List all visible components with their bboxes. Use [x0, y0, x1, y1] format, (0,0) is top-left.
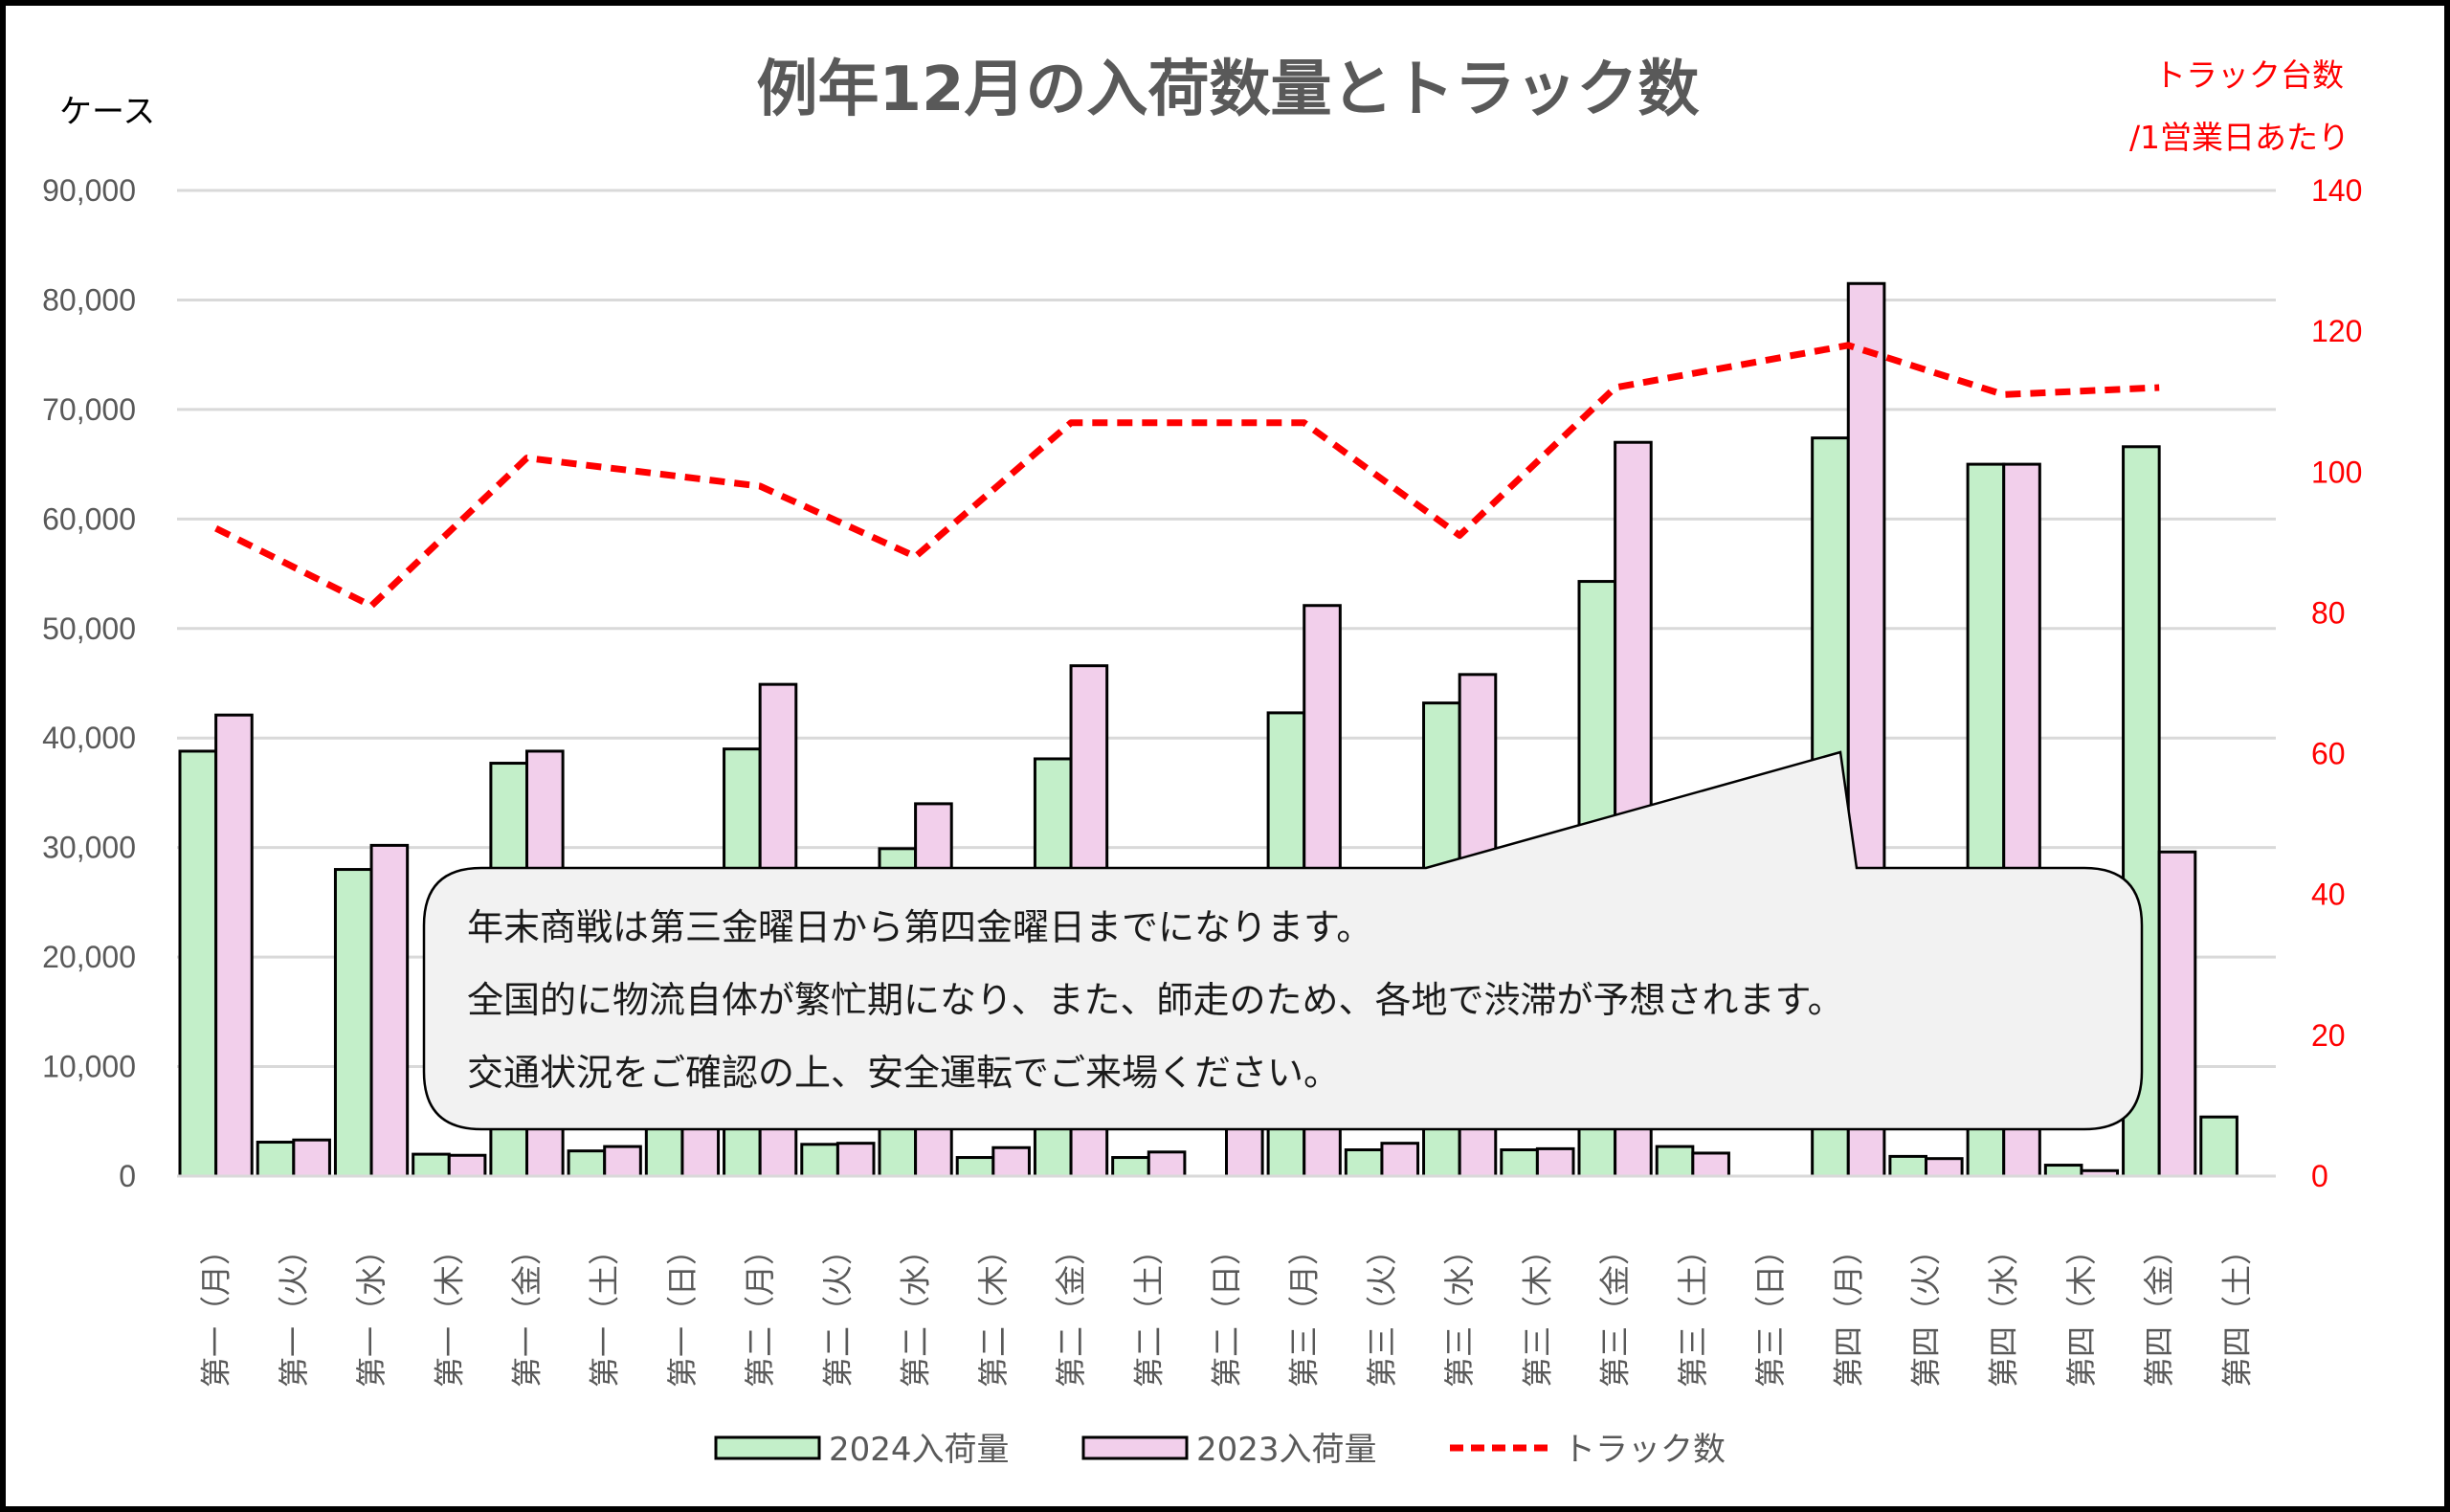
x-tick-label: 第四（火） [1908, 1234, 1945, 1388]
callout: 年末商戦は第三金曜日から第四金曜日までになります。 全国的に物流自体が繁忙期にな… [422, 750, 2144, 1131]
callout-line-3: 交通状況をご確認の上、安全運転でご来場ください。 [467, 1052, 1340, 1094]
x-tick-label: 第一（金） [509, 1234, 546, 1388]
y2-tick-label: 140 [2311, 173, 2362, 208]
x-tick-label: 第一（木） [431, 1234, 467, 1388]
bar-2023入荷量-5 [603, 1145, 642, 1178]
x-axis-labels: 第一（月） 第一（火） 第一（水） 第一（木） 第一（金） 第一（土） 第一（日） 第二（月）… [198, 1234, 2256, 1388]
bar-2024入荷量-19 [1655, 1145, 1695, 1178]
y2-tick-label: 0 [2311, 1159, 2328, 1193]
legend-swatch-2023 [1081, 1435, 1189, 1460]
bar-2024入荷量-22 [1888, 1154, 1928, 1178]
y-tick-label: 70,000 [42, 392, 136, 427]
callout-line-1: 年末商戦は第三金曜日から第四金曜日までになります。 [467, 906, 1372, 948]
legend-swatch-2024 [714, 1435, 821, 1460]
y-axis-title: ケース [59, 93, 155, 131]
x-tick-label: 第三（水） [1441, 1234, 1478, 1388]
x-tick-label: 第二（水） [898, 1234, 934, 1388]
x-tick-label: 第一（土） [587, 1234, 623, 1388]
x-tick-label: 第二（土） [1130, 1234, 1167, 1388]
y2-tick-label: 80 [2311, 595, 2346, 630]
x-tick-label: 第一（水） [353, 1234, 390, 1388]
y2-tick-label: 20 [2311, 1018, 2346, 1053]
y-tick-label: 30,000 [42, 831, 136, 865]
chart-title: 例年12月の入荷数量とトラック数 [756, 55, 1699, 125]
y-tick-label: 20,000 [42, 940, 136, 974]
bar-2023入荷量-1 [292, 1138, 331, 1178]
bar-2023入荷量-3 [447, 1153, 487, 1178]
bar-2024入荷量-3 [412, 1152, 451, 1178]
y-axis-ticks: 0 10,000 20,000 30,000 40,000 50,000 60,000 70,… [42, 173, 136, 1193]
bar-2023入荷量-8 [835, 1142, 876, 1178]
x-tick-label: 第三（金） [1597, 1234, 1634, 1388]
x-tick-label: 第四（土） [2218, 1234, 2255, 1388]
bar-2024入荷量-15 [1344, 1148, 1384, 1178]
legend: 2024入荷量 2023入荷量 トラック数 [714, 1431, 1726, 1469]
x-tick-label: 第三（日） [1752, 1234, 1789, 1388]
bar-2023入荷量-0 [214, 713, 254, 1178]
y-tick-label: 0 [119, 1159, 136, 1193]
x-tick-label: 第三（木） [1519, 1234, 1555, 1388]
bar-2024入荷量-1 [256, 1141, 296, 1178]
x-tick-label: 第二（月） [742, 1234, 778, 1388]
y2-tick-label: 120 [2311, 314, 2362, 348]
bar-2023入荷量-19 [1691, 1151, 1730, 1178]
bar-2024入荷量-10 [955, 1156, 995, 1178]
bar-2023入荷量-10 [991, 1145, 1031, 1178]
y-tick-label: 90,000 [42, 173, 136, 208]
x-tick-label: 第三（土） [1675, 1234, 1711, 1388]
legend-label-truck: トラック数 [1563, 1431, 1726, 1469]
x-tick-label: 第一（月） [198, 1234, 234, 1388]
callout-shape [422, 750, 2144, 1131]
x-tick-label: 第一（火） [276, 1234, 312, 1388]
y2-axis-title-line1: トラック台数 [2154, 56, 2344, 94]
y-tick-label: 10,000 [42, 1050, 136, 1084]
x-tick-label: 第四（水） [1986, 1234, 2022, 1388]
bar-2024入荷量-2 [333, 868, 373, 1178]
y2-axis-ticks: 0 20 40 60 80 100 120 140 [2311, 173, 2362, 1193]
bar-2024入荷量-24 [2043, 1164, 2083, 1178]
bar-2024入荷量-17 [1500, 1148, 1539, 1178]
x-tick-label: 第一（日） [664, 1234, 701, 1388]
bar-2023入荷量-22 [1925, 1157, 1964, 1178]
y2-tick-label: 100 [2311, 455, 2362, 489]
y2-axis-title-line2: /1営業日あたり [2129, 119, 2350, 156]
bar-2024入荷量-26 [2199, 1115, 2238, 1178]
truck-line-series [214, 342, 2160, 610]
y2-tick-label: 40 [2311, 878, 2346, 912]
legend-label-2023: 2023入荷量 [1196, 1431, 1377, 1469]
x-tick-label: 第四（月） [1830, 1234, 1866, 1388]
truck-line [214, 342, 2160, 610]
y-tick-label: 80,000 [42, 282, 136, 317]
bar-2023入荷量-12 [1147, 1150, 1187, 1178]
bar-2023入荷量-17 [1535, 1146, 1575, 1178]
x-tick-label: 第二（木） [975, 1234, 1012, 1388]
y-tick-label: 50,000 [42, 611, 136, 646]
x-tick-label: 第四（木） [2063, 1234, 2100, 1388]
bar-2023入荷量-2 [369, 843, 410, 1178]
y-tick-label: 60,000 [42, 501, 136, 536]
bar-2023入荷量-25 [2157, 850, 2197, 1178]
bar-2023入荷量-15 [1380, 1142, 1420, 1178]
x-tick-label: 第二（日） [1209, 1234, 1245, 1388]
x-tick-label: 第三（火） [1364, 1234, 1400, 1388]
legend-label-2024: 2024入荷量 [829, 1431, 1010, 1469]
callout-line-2: 全国的に物流自体が繁忙期になり、また、師走のため、各地で渋滞が予想されます。 [467, 979, 1844, 1021]
x-tick-label: 第三（月） [1286, 1234, 1323, 1388]
x-tick-label: 第四（金） [2141, 1234, 2177, 1388]
bar-2024入荷量-8 [800, 1143, 839, 1178]
x-tick-label: 第二（金） [1053, 1234, 1089, 1388]
y2-tick-label: 60 [2311, 737, 2346, 771]
bar-2024入荷量-0 [178, 749, 218, 1178]
bar-2024入荷量-12 [1111, 1156, 1150, 1178]
y-tick-label: 40,000 [42, 721, 136, 755]
bar-2024入荷量-5 [567, 1149, 607, 1178]
x-tick-label: 第二（火） [819, 1234, 856, 1388]
